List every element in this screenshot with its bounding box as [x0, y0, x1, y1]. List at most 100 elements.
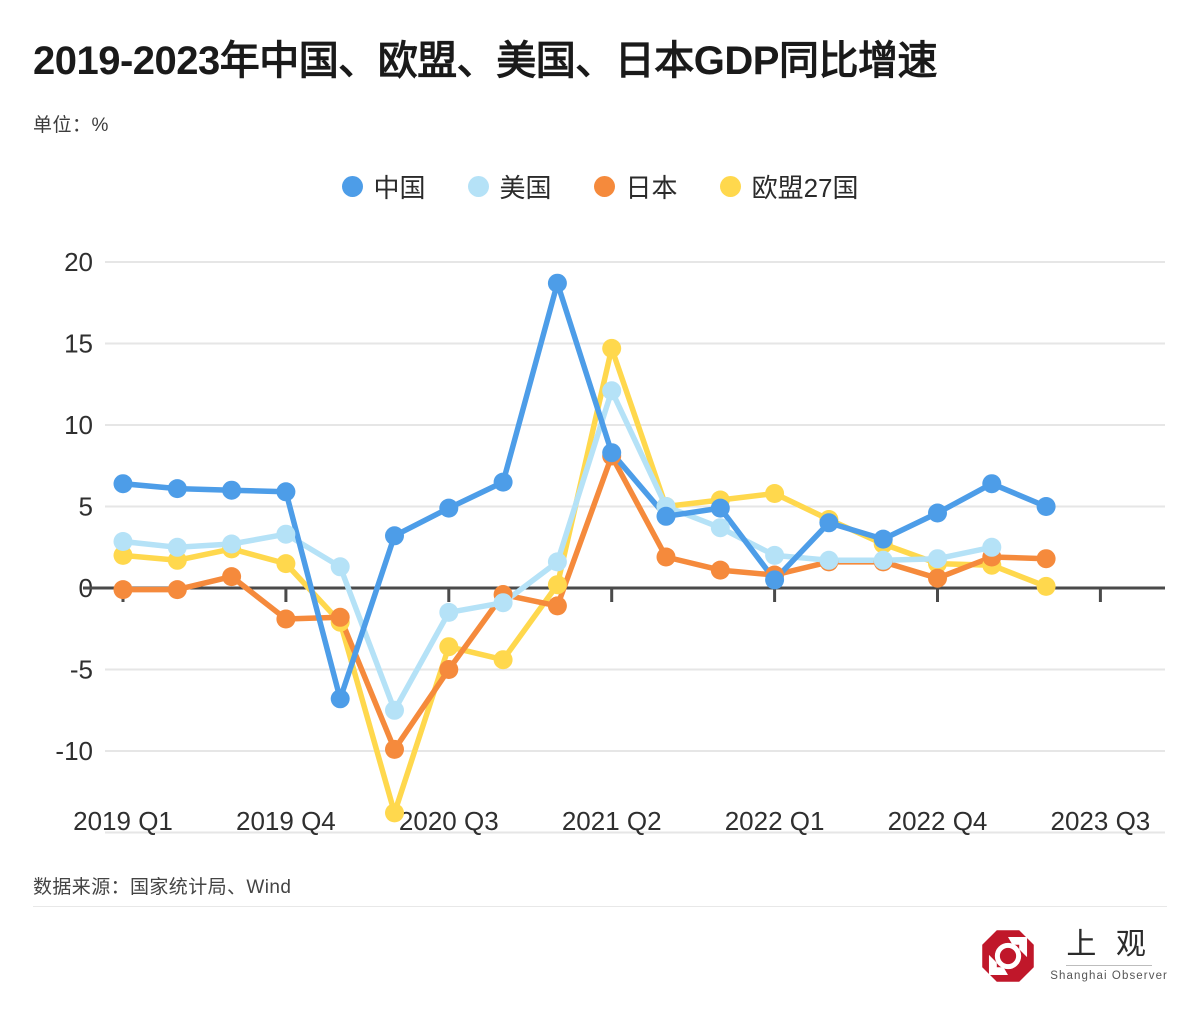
data-point[interactable]	[439, 660, 459, 679]
data-point[interactable]	[330, 689, 350, 709]
legend-label: 美国	[499, 173, 552, 203]
series-markers-美国	[113, 381, 1002, 720]
x-axis-tick-label: 2022 Q4	[888, 806, 988, 836]
data-point[interactable]	[167, 537, 187, 557]
data-point[interactable]	[547, 596, 567, 616]
data-point[interactable]	[765, 545, 785, 565]
series-line	[120, 453, 1049, 753]
series-line	[120, 388, 995, 714]
data-point[interactable]	[765, 570, 785, 590]
legend-item-1[interactable]: 中国	[341, 168, 426, 205]
series-markers-欧盟27国	[113, 338, 1056, 823]
legend-label: 欧盟27国	[751, 173, 859, 203]
legend-item-2[interactable]: 美国	[467, 168, 552, 205]
data-point[interactable]	[819, 550, 839, 570]
data-point[interactable]	[167, 550, 187, 570]
data-point[interactable]	[330, 557, 350, 577]
brand-name-cn: 上 观	[1066, 929, 1152, 966]
data-point[interactable]	[710, 518, 730, 538]
brand-name-en: Shanghai Observer	[1050, 969, 1168, 982]
series-中国	[120, 280, 1049, 702]
data-point[interactable]	[1036, 576, 1056, 596]
x-axis-ticks	[121, 588, 1102, 602]
legend-label: 中国	[373, 173, 426, 203]
data-point[interactable]	[602, 443, 622, 463]
data-point[interactable]	[602, 381, 622, 401]
data-point[interactable]	[385, 803, 404, 823]
data-point[interactable]	[982, 537, 1002, 557]
data-point[interactable]	[385, 700, 404, 720]
data-point[interactable]	[873, 529, 893, 549]
data-point[interactable]	[656, 506, 676, 526]
data-point[interactable]	[928, 549, 947, 569]
data-point[interactable]	[547, 273, 567, 293]
data-point[interactable]	[167, 580, 187, 600]
data-point[interactable]	[113, 580, 133, 600]
x-axis-tick-label: 2022 Q1	[725, 806, 825, 836]
data-point[interactable]	[113, 474, 133, 494]
legend-label: 日本	[625, 173, 678, 203]
legend-swatch-icon	[719, 176, 741, 197]
data-point[interactable]	[222, 480, 242, 500]
x-axis-tick-labels: 2019 Q1 2019 Q4 2020 Q3 2021 Q2 2022 Q1 2022 …	[73, 806, 1150, 836]
data-point[interactable]	[1036, 497, 1056, 516]
data-point[interactable]	[928, 503, 947, 523]
series-line	[120, 280, 1049, 702]
data-point[interactable]	[873, 550, 893, 570]
x-axis-tick-label: 2020 Q3	[399, 806, 499, 836]
y-axis-tick-label: 15	[64, 329, 93, 359]
y-axis-tick-label: -5	[70, 655, 93, 685]
data-point[interactable]	[493, 593, 513, 613]
source-note: 数据来源：国家统计局、Wind	[33, 877, 292, 898]
data-point[interactable]	[710, 498, 730, 518]
y-axis-tick-label: 20	[64, 247, 93, 277]
y-axis-tick-label: 5	[79, 492, 93, 522]
data-point[interactable]	[547, 575, 567, 595]
data-point[interactable]	[547, 552, 567, 572]
x-axis-tick-label: 2021 Q2	[562, 806, 662, 836]
data-point[interactable]	[982, 474, 1002, 494]
data-point[interactable]	[602, 338, 622, 358]
series-line	[120, 345, 1049, 816]
data-point[interactable]	[493, 650, 513, 670]
series-日本	[120, 453, 1049, 753]
data-point[interactable]	[167, 479, 187, 499]
data-point[interactable]	[928, 568, 947, 588]
data-point[interactable]	[113, 545, 133, 565]
data-point[interactable]	[276, 524, 296, 544]
legend-swatch-icon	[467, 176, 489, 197]
x-axis-tick-label: 2023 Q3	[1051, 806, 1151, 836]
x-axis-tick-label: 2019 Q1	[73, 806, 173, 836]
data-point[interactable]	[385, 526, 404, 546]
y-axis-tick-label: -10	[55, 736, 93, 766]
data-point[interactable]	[222, 567, 242, 587]
data-point[interactable]	[276, 609, 296, 629]
data-point[interactable]	[113, 532, 133, 551]
legend-item-3[interactable]: 日本	[593, 168, 678, 205]
y-axis-tick-label: 10	[64, 410, 93, 440]
data-point[interactable]	[493, 472, 513, 492]
chart-legend: 中国 美国 日本 欧盟27国	[0, 168, 1200, 205]
page-title: 2019-2023年中国、欧盟、美国、日本GDP同比增速	[33, 39, 937, 83]
series-markers-中国	[113, 273, 1056, 709]
data-point[interactable]	[819, 513, 839, 533]
data-point[interactable]	[276, 482, 296, 502]
data-point[interactable]	[276, 554, 296, 574]
data-point[interactable]	[222, 534, 242, 554]
data-point[interactable]	[710, 560, 730, 580]
data-point[interactable]	[385, 739, 404, 759]
data-point[interactable]	[765, 484, 785, 503]
data-point[interactable]	[330, 607, 350, 627]
legend-item-4[interactable]: 欧盟27国	[719, 168, 859, 205]
data-point[interactable]	[439, 602, 459, 622]
data-point[interactable]	[439, 498, 459, 518]
legend-swatch-icon	[593, 176, 615, 197]
chart-plot-area: 20 15 10 5 0 -5 -10 2019 Q1 2019 Q4 2020 Q3 2021 Q…	[0, 230, 1200, 850]
data-point[interactable]	[656, 547, 676, 567]
chart-unit-label: 单位：%	[33, 115, 109, 136]
data-point[interactable]	[1036, 549, 1056, 569]
brand-logo: 上 观 Shanghai Observer	[980, 928, 1168, 984]
data-point[interactable]	[439, 637, 459, 657]
